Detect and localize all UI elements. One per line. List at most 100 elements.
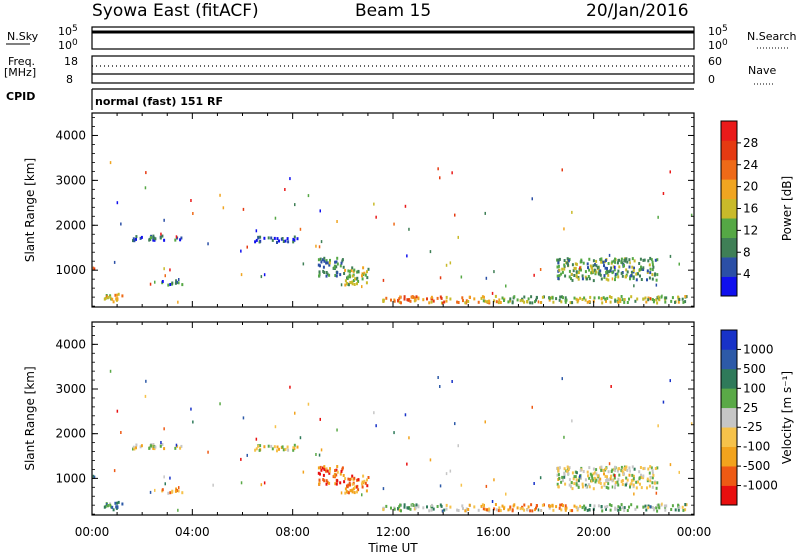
power-cell — [602, 260, 605, 264]
power-cell — [605, 270, 608, 274]
velocity-cell — [462, 507, 464, 511]
power-cell — [617, 269, 620, 273]
power-echo — [590, 271, 593, 275]
power-cell — [560, 272, 563, 276]
power-cell — [655, 298, 658, 302]
velocity-cell — [614, 483, 617, 487]
power-cell — [414, 296, 417, 300]
power-cell — [594, 263, 596, 267]
power-cell — [482, 299, 485, 303]
power-colorbar-swatch — [721, 140, 737, 161]
velocity-cell — [588, 466, 591, 470]
velocity-cell — [633, 474, 635, 478]
power-echo — [491, 291, 494, 295]
velocity-echo — [207, 450, 209, 454]
power-echo — [255, 229, 258, 233]
power-cell — [556, 274, 559, 278]
power-cell — [255, 238, 258, 242]
velocity-cell — [361, 482, 363, 486]
velocity-cell — [653, 507, 655, 510]
x-tick-label: 08:00 — [275, 525, 310, 539]
power-echo — [163, 218, 165, 222]
power-cell — [507, 300, 510, 304]
power-cell — [399, 295, 402, 299]
power-cell — [564, 274, 567, 278]
velocity-colorbar-swatch — [721, 446, 737, 467]
power-cell — [535, 298, 537, 302]
velocity-cell — [579, 504, 582, 508]
power-cell — [318, 274, 321, 278]
power-cell — [640, 278, 643, 281]
velocity-cell — [323, 479, 326, 483]
power-cell — [362, 266, 365, 270]
power-cell — [422, 298, 425, 302]
velocity-cell — [531, 509, 534, 513]
velocity-cell — [428, 509, 431, 513]
power-cell — [353, 283, 356, 286]
power-cell — [626, 301, 629, 304]
power-cell — [644, 296, 647, 300]
velocity-cell — [630, 482, 633, 486]
power-cell — [614, 257, 616, 261]
velocity-cell — [543, 503, 545, 507]
power-echo — [93, 267, 96, 271]
power-cell — [292, 237, 295, 241]
velocity-cell — [498, 506, 501, 510]
velocity-cell — [628, 505, 630, 509]
power-cell — [281, 237, 284, 240]
velocity-echo — [655, 491, 658, 495]
power-cell — [345, 282, 348, 285]
power-cell — [163, 238, 166, 242]
velocity-cell — [254, 448, 257, 452]
power-cell — [656, 301, 659, 305]
velocity-cell — [148, 446, 151, 450]
power-echo — [539, 268, 542, 271]
velocity-cell — [606, 475, 608, 479]
velocity-cell — [526, 508, 529, 512]
velocity-echo — [319, 417, 321, 421]
velocity-echo — [149, 490, 152, 494]
power-cell — [654, 258, 657, 262]
velocity-cell — [133, 447, 136, 451]
power-cell — [153, 236, 156, 240]
power-echo — [531, 197, 533, 201]
velocity-cell — [366, 478, 368, 482]
velocity-cell — [564, 508, 567, 512]
velocity-echo — [242, 416, 245, 420]
velocity-cell — [443, 508, 446, 512]
velocity-cell — [614, 469, 617, 473]
power-cell — [133, 239, 136, 243]
velocity-cell — [632, 477, 635, 481]
velocity-echo — [307, 402, 310, 406]
power-cell — [117, 292, 120, 296]
velocity-cell — [607, 482, 610, 486]
power-cell — [556, 265, 559, 269]
velocity-cell — [457, 509, 460, 512]
power-cell — [116, 293, 119, 297]
velocity-cell — [620, 480, 623, 483]
velocity-cell — [407, 506, 410, 510]
power-cell — [573, 274, 576, 277]
power-echo — [307, 194, 310, 198]
power-echo — [340, 283, 343, 287]
velocity-echo — [393, 431, 395, 435]
velocity-cell — [610, 504, 613, 508]
power-cell — [465, 299, 468, 303]
velocity-cell — [293, 443, 296, 447]
velocity-cell — [594, 471, 596, 475]
power-cell — [592, 259, 595, 263]
velocity-cell — [161, 443, 164, 446]
power-cell — [319, 264, 321, 268]
power-echo — [629, 261, 631, 265]
velocity-cell — [278, 447, 280, 451]
velocity-cell — [325, 482, 328, 486]
power-echo — [154, 280, 156, 284]
velocity-cell — [597, 480, 600, 484]
power-cell — [575, 297, 578, 301]
power-echo — [662, 192, 665, 195]
power-cell — [635, 278, 638, 282]
power-cell — [651, 268, 654, 272]
velocity-cell — [132, 445, 135, 449]
power-cell — [648, 276, 651, 280]
velocity-cell — [179, 446, 182, 450]
